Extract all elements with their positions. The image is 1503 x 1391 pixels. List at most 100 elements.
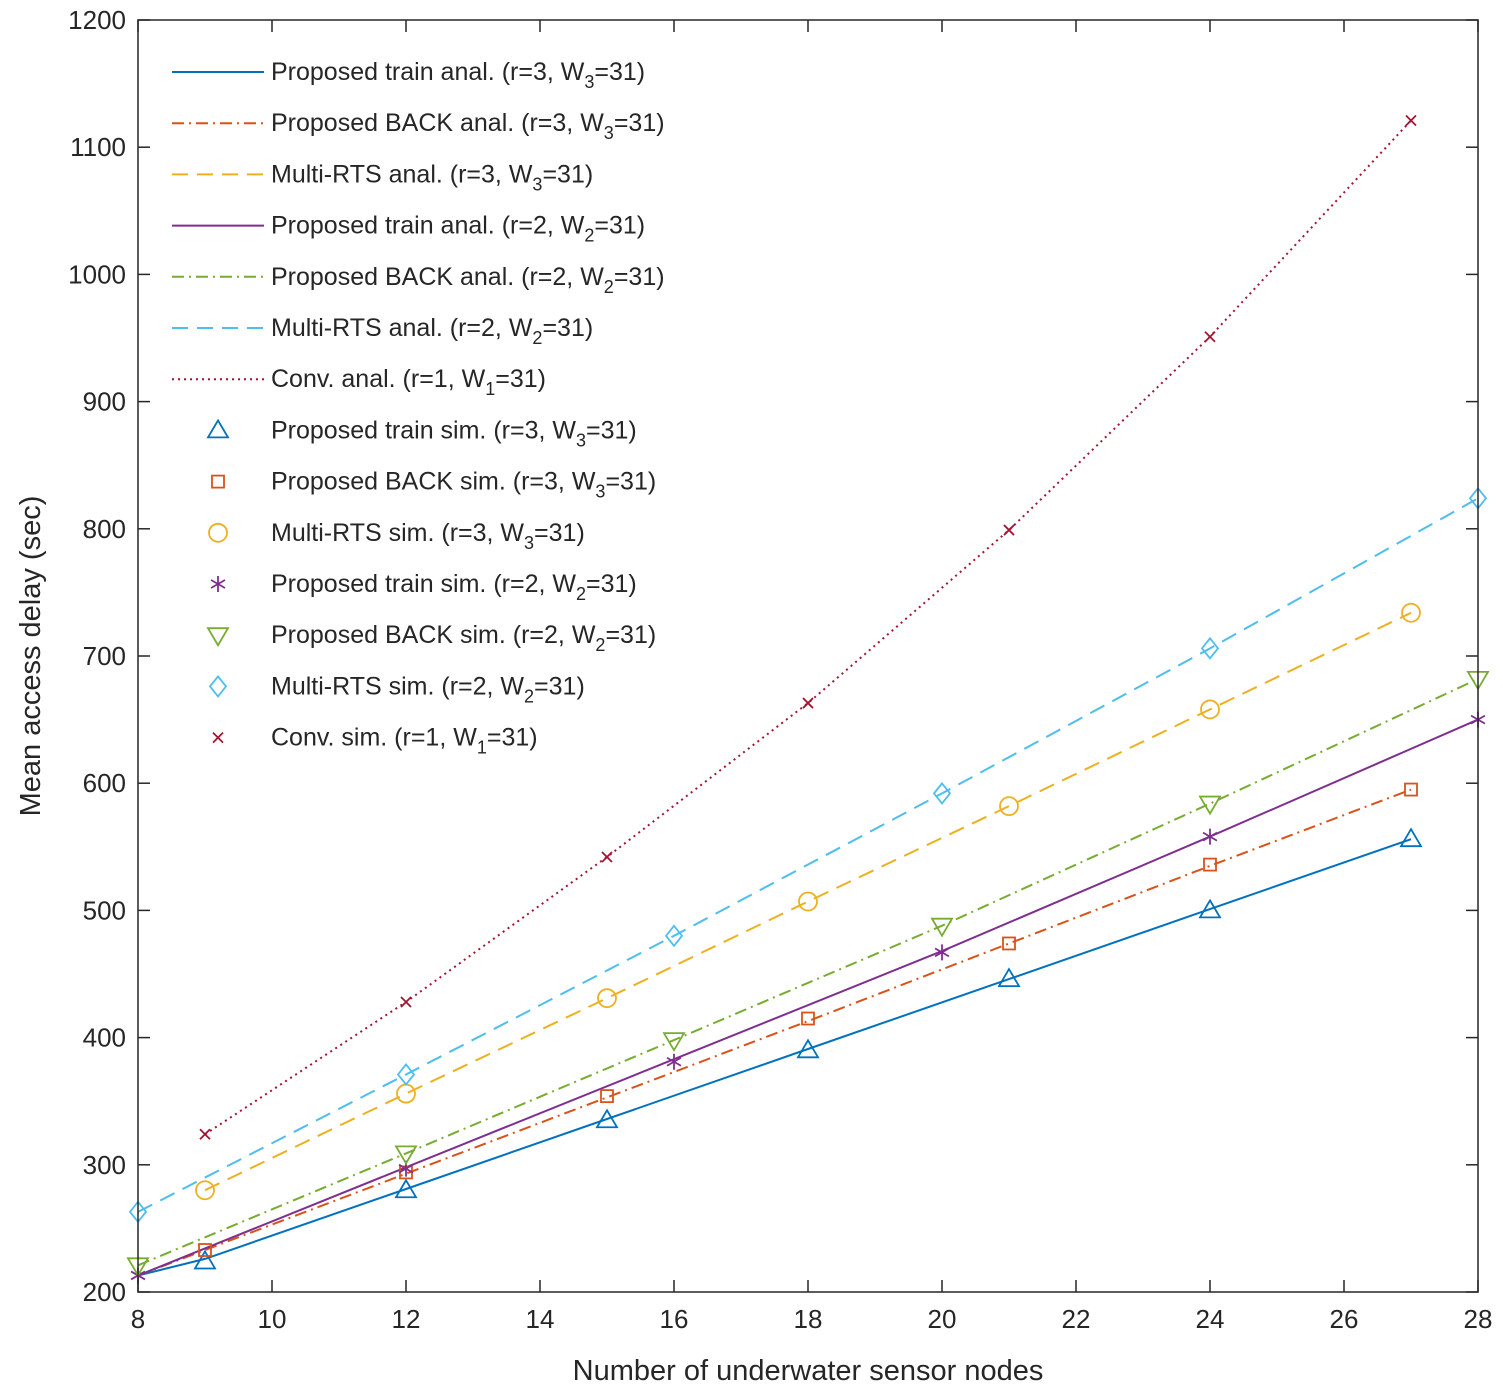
y-tick-label: 700 bbox=[83, 641, 126, 671]
series-line bbox=[137, 788, 1412, 1277]
x-tick-label: 18 bbox=[794, 1304, 823, 1334]
data-point-x bbox=[802, 697, 814, 709]
series-line bbox=[204, 611, 1412, 1192]
data-point-square bbox=[600, 1089, 614, 1104]
data-point-x bbox=[1003, 524, 1015, 536]
data-point-circle bbox=[999, 796, 1019, 816]
x-tick-label: 20 bbox=[928, 1304, 957, 1334]
x-tick-label: 12 bbox=[392, 1304, 421, 1334]
legend-entry: Proposed train anal. (r=3, W3=31) bbox=[172, 58, 645, 92]
data-point-triangle-down bbox=[1198, 795, 1222, 816]
data-point-diamond bbox=[664, 924, 684, 948]
legend: Proposed train anal. (r=3, W3=31) Propose… bbox=[172, 58, 665, 758]
data-point-triangle-up bbox=[1198, 898, 1222, 919]
y-tick-label: 500 bbox=[83, 895, 126, 925]
legend-marker bbox=[211, 474, 225, 489]
legend-label: Proposed BACK anal. (r=2, W2=31) bbox=[271, 263, 665, 297]
x-tick-label: 16 bbox=[660, 1304, 689, 1334]
y-tick-label: 1100 bbox=[70, 132, 126, 162]
legend-entry: Proposed BACK anal. (r=3, W3=31) bbox=[172, 109, 665, 143]
y-tick-label: 900 bbox=[83, 387, 126, 417]
data-point-x bbox=[601, 851, 613, 863]
legend-label: Proposed train anal. (r=3, W3=31) bbox=[271, 58, 645, 92]
legend-marker bbox=[206, 418, 230, 439]
data-point-circle bbox=[597, 988, 617, 1009]
legend-entry: Proposed BACK sim. (r=3, W3=31) bbox=[211, 468, 656, 502]
data-point-square bbox=[1404, 782, 1418, 797]
x-tick-label: 14 bbox=[526, 1304, 555, 1334]
legend-label: Proposed BACK anal. (r=3, W3=31) bbox=[271, 109, 665, 143]
legend-marker bbox=[208, 522, 228, 543]
series-4 bbox=[137, 677, 1479, 1267]
data-point-triangle-up bbox=[997, 967, 1021, 987]
y-tick-label: 600 bbox=[83, 768, 126, 798]
legend-label: Proposed train anal. (r=2, W2=31) bbox=[271, 212, 645, 246]
series-0 bbox=[137, 838, 1412, 1277]
legend-marker bbox=[210, 576, 226, 592]
legend-label: Conv. sim. (r=1, W1=31) bbox=[271, 724, 538, 758]
data-point-x bbox=[400, 996, 412, 1008]
data-point-triangle-up bbox=[394, 1178, 418, 1199]
data-point-diamond bbox=[396, 1063, 416, 1086]
legend-entry: Conv. anal. (r=1, W1=31) bbox=[172, 365, 546, 399]
x-tick-label: 10 bbox=[258, 1304, 287, 1334]
series-1 bbox=[137, 788, 1412, 1277]
data-point-x bbox=[1405, 114, 1417, 127]
x-axis: 8 10 12 14 16 18 20 22 24 26 28 bbox=[131, 20, 1492, 1334]
series-line bbox=[137, 838, 1412, 1277]
x-axis-title: Number of underwater sensor nodes bbox=[573, 1355, 1044, 1387]
series-5 bbox=[137, 497, 1479, 1213]
legend-label: Multi-RTS anal. (r=3, W3=31) bbox=[271, 160, 593, 194]
y-tick-label: 1200 bbox=[68, 5, 126, 35]
legend-label: Proposed train sim. (r=2, W2=31) bbox=[271, 570, 637, 604]
legend-label: Multi-RTS anal. (r=2, W2=31) bbox=[271, 314, 593, 348]
legend-marker bbox=[206, 627, 230, 647]
y-tick-label: 300 bbox=[83, 1150, 126, 1180]
legend-label: Multi-RTS sim. (r=2, W2=31) bbox=[271, 672, 585, 706]
legend-label: Conv. anal. (r=1, W1=31) bbox=[271, 365, 546, 399]
series-9 bbox=[195, 602, 1421, 1201]
series-3 bbox=[137, 718, 1479, 1277]
legend-marker bbox=[208, 674, 228, 698]
series-layer bbox=[126, 114, 1490, 1284]
data-point-diamond bbox=[932, 781, 952, 805]
series-line bbox=[137, 718, 1479, 1277]
series-line bbox=[137, 497, 1479, 1213]
data-point-square bbox=[801, 1011, 815, 1026]
legend-entry: Proposed train anal. (r=2, W2=31) bbox=[172, 212, 645, 246]
data-point-circle bbox=[195, 1180, 215, 1201]
data-point-triangle-down bbox=[394, 1145, 418, 1166]
legend-marker bbox=[212, 731, 224, 744]
y-axis: 200 300 400 500 600 700 800 900 1000 1100 1200 bbox=[68, 5, 1478, 1307]
data-point-triangle-up bbox=[1399, 827, 1423, 848]
data-point-asterisk bbox=[1202, 828, 1218, 845]
series-13 bbox=[199, 114, 1417, 1140]
y-tick-label: 1000 bbox=[68, 259, 126, 289]
data-point-square bbox=[1203, 857, 1217, 872]
data-point-asterisk bbox=[934, 944, 950, 961]
legend-label: Proposed BACK sim. (r=2, W2=31) bbox=[271, 621, 656, 655]
data-point-triangle-up bbox=[193, 1249, 217, 1270]
legend-entry: Multi-RTS anal. (r=3, W3=31) bbox=[172, 160, 593, 194]
legend-label: Proposed train sim. (r=3, W3=31) bbox=[271, 416, 637, 450]
series-line bbox=[137, 677, 1479, 1267]
data-point-circle bbox=[1200, 699, 1220, 720]
data-point-asterisk bbox=[666, 1053, 682, 1070]
legend-label: Multi-RTS sim. (r=3, W3=31) bbox=[271, 519, 585, 553]
y-tick-label: 800 bbox=[83, 514, 126, 544]
data-point-triangle-down bbox=[930, 917, 954, 938]
y-tick-label: 200 bbox=[83, 1277, 126, 1307]
data-point-diamond bbox=[1200, 636, 1220, 660]
data-point-x bbox=[199, 1128, 211, 1140]
legend-entry: Proposed train sim. (r=2, W2=31) bbox=[210, 570, 637, 604]
data-point-triangle-down bbox=[662, 1032, 686, 1052]
plot-area bbox=[138, 20, 1478, 1292]
data-point-square bbox=[1002, 936, 1016, 951]
series-7 bbox=[193, 827, 1423, 1270]
legend-entry: Multi-RTS sim. (r=3, W3=31) bbox=[208, 519, 585, 553]
series-11 bbox=[126, 670, 1490, 1278]
legend-entry: Multi-RTS sim. (r=2, W2=31) bbox=[208, 672, 585, 706]
data-point-triangle-up bbox=[796, 1038, 820, 1059]
legend-entry: Conv. sim. (r=1, W1=31) bbox=[212, 724, 538, 758]
